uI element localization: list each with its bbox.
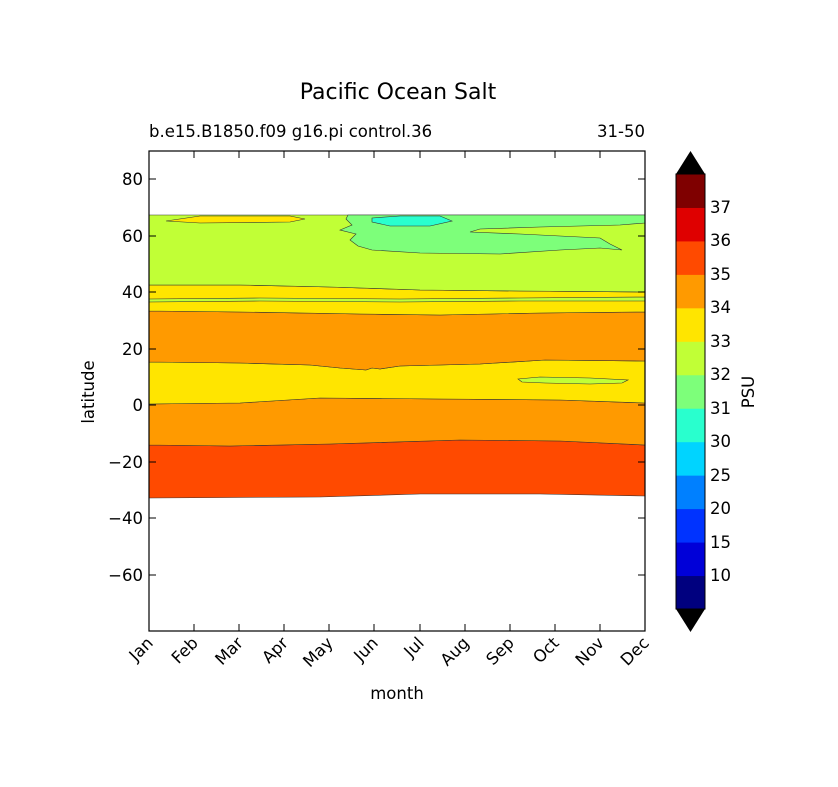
colorbar-tick-label: 36: [710, 231, 731, 250]
y-tick-label: −40: [108, 509, 143, 528]
colorbar-label: PSU: [739, 376, 758, 409]
contour-band-32-33-patch-trop: [517, 376, 630, 385]
colorbar-tick-labels: 37 36 35 34 33 32 31 30 25 20 15 10: [710, 198, 731, 585]
colorbar-cell: [676, 475, 705, 510]
colorbar-tick-label: 20: [710, 499, 731, 518]
chart-subtitle-left: b.e15.B1850.f09 g16.pi control.36: [149, 122, 432, 141]
x-tick-label: Nov: [572, 633, 608, 669]
x-tick-label: Feb: [168, 633, 202, 667]
x-tick-label: Mar: [211, 633, 247, 669]
colorbar-cell: [676, 341, 705, 376]
plot-frame: [148, 150, 646, 632]
colorbar-tick-label: 32: [710, 365, 731, 384]
contour-fills: [148, 214, 646, 499]
chart-subtitle-right: 31-50: [597, 122, 645, 141]
colorbar-tick-label: 35: [710, 265, 731, 284]
colorbar-tick-label: 25: [710, 466, 731, 485]
colorbar-cell: [676, 374, 705, 409]
chart-title: Pacific Ocean Salt: [300, 80, 497, 105]
colorbar-cell: [676, 542, 705, 577]
y-tick-label: 20: [122, 340, 143, 359]
colorbar-cell: [676, 274, 705, 309]
colorbar-frame: [675, 173, 706, 610]
x-tick-label: Aug: [437, 633, 473, 669]
colorbar-tick-label: 33: [710, 332, 731, 351]
colorbar-extend-bottom: [676, 609, 705, 632]
x-tick-label: Jun: [349, 633, 381, 665]
y-tick-label: 0: [133, 396, 144, 415]
x-axis-label: month: [370, 684, 424, 703]
y-axis: 80 60 40 20 0 −20 −40 −60 latitude: [79, 170, 645, 585]
colorbar-tick-label: 15: [710, 533, 731, 552]
colorbar-cell: [676, 575, 705, 610]
x-tick-label: Oct: [529, 633, 563, 667]
colorbar-cell: [676, 207, 705, 242]
y-tick-label: −20: [108, 453, 143, 472]
colorbar-tick-label: 34: [710, 298, 731, 317]
y-tick-label: 80: [122, 170, 143, 189]
x-tick-label: Jan: [125, 633, 157, 665]
y-tick-label: 60: [122, 227, 143, 246]
contour-band-30-31-patch: [371, 215, 453, 227]
colorbar-cell: [676, 408, 705, 443]
colorbar: 37 36 35 34 33 32 31 30 25 20 15 10 PSU: [675, 151, 758, 632]
plot-area: [148, 150, 646, 632]
y-tick-label: 40: [122, 283, 143, 302]
contour-band-34-35-eq: [148, 397, 646, 447]
x-tick-label: Apr: [258, 633, 292, 667]
colorbar-cell: [676, 174, 705, 208]
colorbar-cells: [676, 174, 705, 610]
y-tick-label: −60: [108, 566, 143, 585]
contour-band-35-36-south: [148, 439, 646, 499]
colorbar-cell: [676, 307, 705, 342]
y-axis-label: latitude: [79, 360, 98, 423]
contour-band-33-34-patch-65n: [165, 215, 306, 224]
colorbar-cell: [676, 240, 705, 275]
colorbar-cell: [676, 441, 705, 476]
colorbar-extend-top: [676, 151, 705, 174]
x-tick-label: Jul: [400, 633, 428, 661]
x-tick-label: May: [299, 633, 337, 671]
colorbar-cell: [676, 508, 705, 543]
colorbar-tick-label: 31: [710, 399, 731, 418]
colorbar-tick-label: 10: [710, 566, 731, 585]
colorbar-tick-label: 30: [710, 432, 731, 451]
colorbar-tick-label: 37: [710, 198, 731, 217]
x-tick-label: Dec: [617, 633, 653, 669]
x-tick-label: Sep: [482, 633, 517, 668]
